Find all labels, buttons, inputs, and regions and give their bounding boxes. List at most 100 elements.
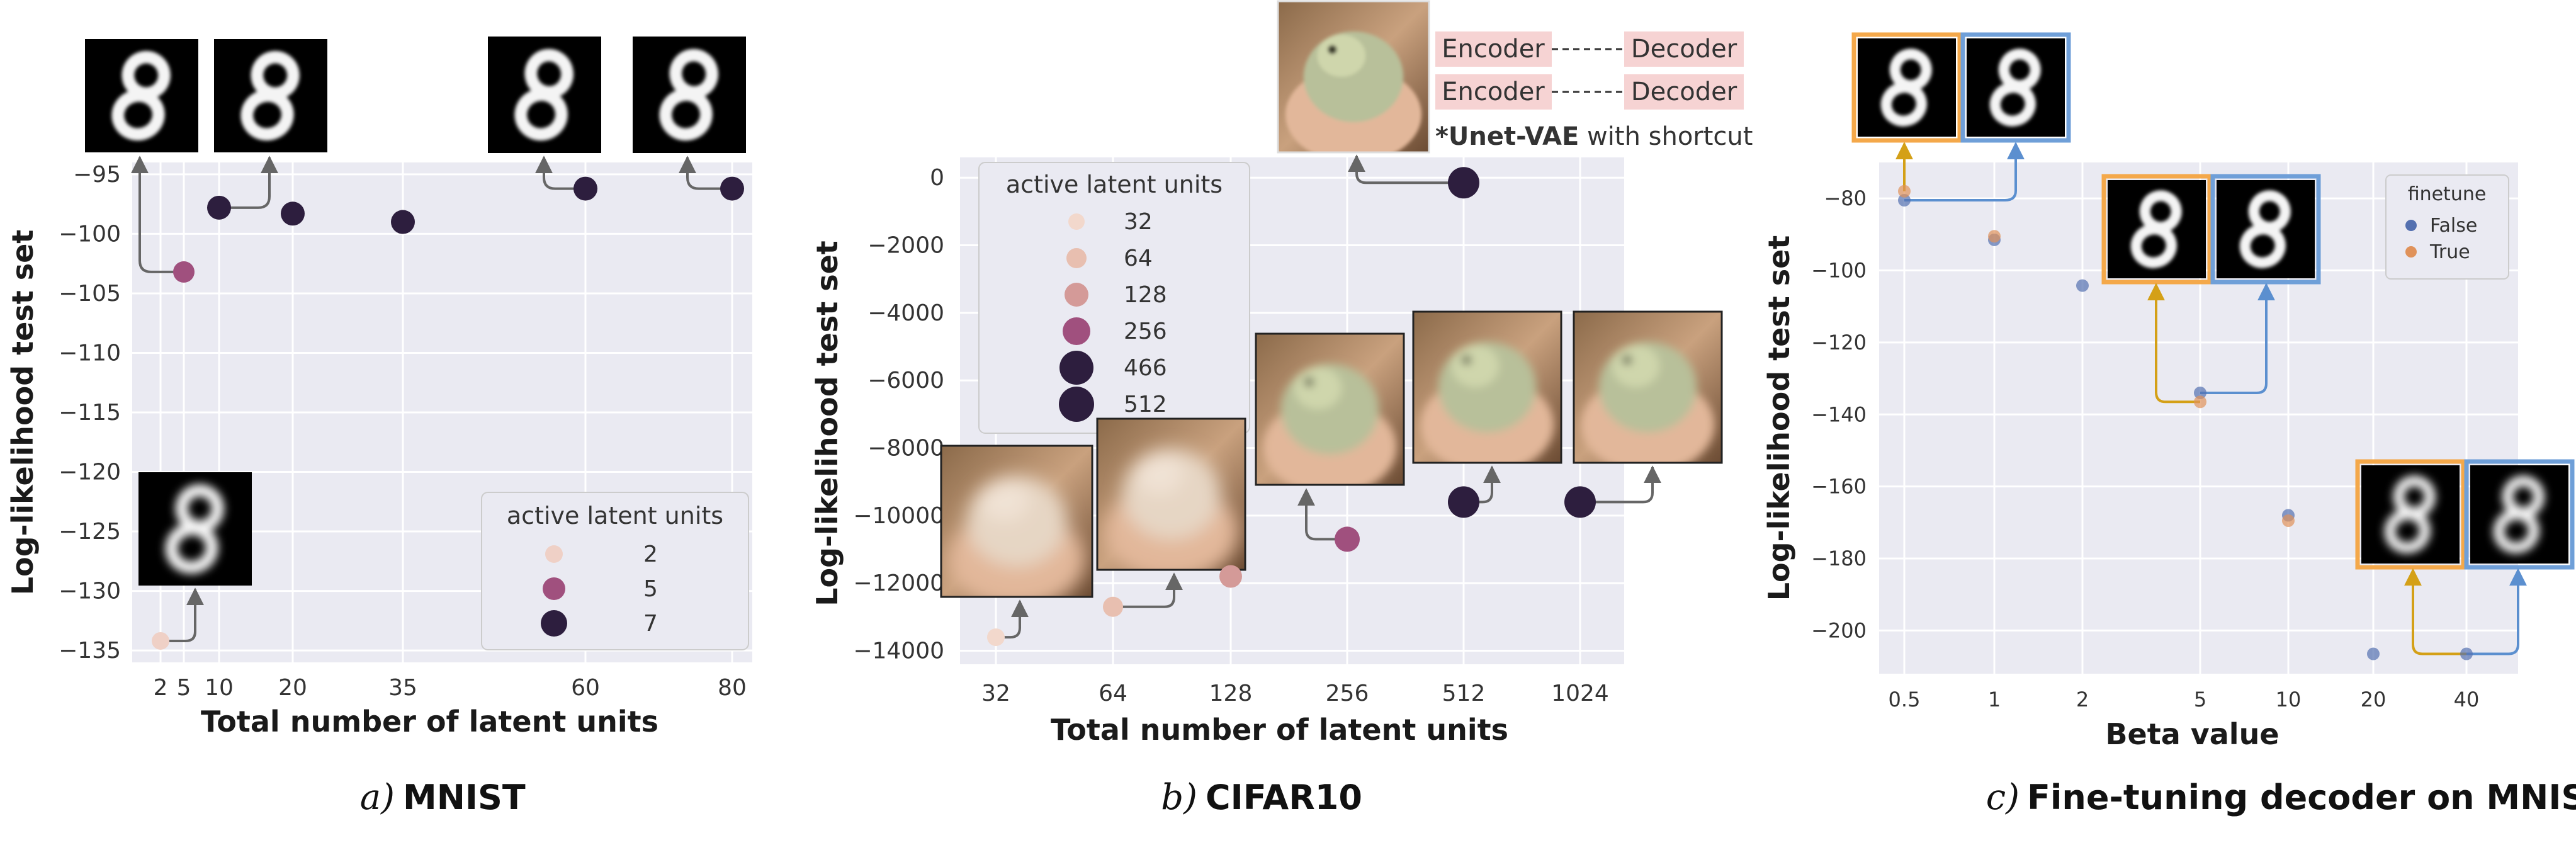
digit-eight-lower-loop	[2493, 509, 2539, 553]
x-tick-label: 32	[981, 681, 1010, 706]
y-tick-label: −120	[1811, 331, 1867, 354]
frog-image	[1256, 334, 1404, 485]
frog-head	[1294, 366, 1342, 410]
digit-thumbnail-4	[633, 37, 746, 153]
y-tick-label: −115	[59, 400, 121, 426]
digit-eight-strokes	[165, 484, 224, 574]
frog-head	[1612, 344, 1660, 388]
data-point-cifar	[1448, 486, 1479, 518]
digit-eight-strokes	[2493, 475, 2545, 553]
y-tick-label: −100	[1811, 259, 1867, 283]
thumb-frame	[2464, 459, 2575, 570]
x-axis-label: Total number of latent units	[201, 705, 658, 739]
legend-marker	[1068, 213, 1085, 230]
arrow-b-3	[1297, 488, 1347, 541]
data-point-cifar	[1448, 167, 1479, 199]
digit-eight-strokes	[2384, 475, 2436, 553]
legend-entry: True	[2429, 241, 2470, 263]
caption-letter: a)	[360, 777, 395, 818]
digit-eight-strokes	[2130, 190, 2182, 268]
digit-eight-lower-loop	[514, 88, 568, 141]
legend-marker	[1066, 248, 1087, 268]
y-tick-label: −6000	[867, 368, 944, 394]
x-tick-label: 20	[2361, 688, 2387, 711]
thumb-frame	[1851, 32, 1962, 143]
y-tick-label: −200	[1811, 618, 1867, 642]
digit-eight-strokes	[111, 50, 171, 141]
digit-eight-lower-loop	[2239, 224, 2286, 268]
legend-title: finetune	[2408, 183, 2487, 205]
frog-body-group	[1104, 449, 1238, 570]
y-tick-label: −10000	[853, 503, 944, 529]
legend-entry: 5	[643, 576, 658, 602]
frog-frame	[1096, 417, 1246, 571]
encoder-label: Encoder	[1442, 35, 1545, 64]
decoder-box	[1624, 74, 1744, 110]
data-point-mnist	[391, 210, 415, 234]
digit-eight-lower-loop	[240, 89, 294, 141]
thumb-c-5	[2361, 465, 2460, 564]
legend-entry: 2	[643, 541, 658, 567]
legend-marker	[1059, 387, 1094, 422]
x-axis-label: Beta value	[2105, 717, 2279, 751]
arrow-c-3	[2147, 283, 2200, 404]
y-tick-label: −14000	[853, 638, 944, 664]
decoder-label: Decoder	[1631, 35, 1737, 64]
data-point-mnist	[720, 176, 744, 201]
unet-note-bold: *Unet-VAE	[1435, 122, 1579, 151]
y-tick-label: 0	[930, 165, 944, 191]
y-tick-label: −130	[59, 579, 121, 604]
x-tick-label: 128	[1209, 681, 1253, 706]
legend-box	[978, 162, 1250, 434]
data-point-false	[2460, 647, 2473, 660]
x-tick-label: 256	[1326, 681, 1369, 706]
legend-marker	[2405, 246, 2417, 258]
arrow-a-5	[161, 587, 204, 642]
digit-eight-lower-loop	[2384, 509, 2431, 553]
data-point-cifar	[1103, 596, 1123, 617]
legend-marker	[2405, 220, 2417, 231]
frog-image	[1278, 1, 1429, 152]
digit-eight-strokes	[1989, 48, 2041, 127]
caption-name: Fine-tuning decoder on MNIST	[2027, 778, 2576, 817]
panel-cifar10: 0 −2000 −4000 −6000 −8000 −10000 −12000 −14000 3…	[810, 0, 1753, 818]
data-point-true	[2282, 514, 2295, 527]
y-tick-label: −160	[1811, 475, 1867, 499]
frog-frame	[1255, 332, 1405, 486]
frog-body-group	[949, 476, 1085, 597]
frog-head	[1136, 451, 1183, 495]
x-tick-label: 512	[1442, 681, 1486, 706]
data-point-mnist	[152, 632, 169, 650]
y-tick-label: −12000	[853, 570, 944, 596]
legend-marker	[541, 610, 567, 637]
x-tick-label: 2	[154, 675, 168, 701]
caption-letter: c)	[1986, 777, 2020, 818]
legend-entry: 128	[1124, 282, 1167, 308]
legend-title: active latent units	[1006, 171, 1223, 198]
data-point-cifar	[1219, 565, 1242, 588]
thumb-frame	[2101, 174, 2212, 285]
thumb-c-3	[2108, 180, 2206, 278]
frog-thumbnail-1	[940, 445, 1093, 598]
legend-box	[481, 492, 749, 650]
legend-marker	[1059, 351, 1093, 385]
y-tick-label: −125	[59, 519, 121, 545]
frog-frame	[1277, 0, 1430, 154]
y-axis-label: Log-likelihood test set	[1762, 235, 1796, 601]
data-point-mnist	[173, 261, 195, 283]
arrow-b-2	[1113, 572, 1183, 608]
thumb-c-2	[1967, 38, 2065, 137]
x-tick-label: 60	[571, 675, 600, 701]
x-tick-label: 0.5	[1889, 688, 1921, 711]
x-tick-label: 5	[2194, 688, 2206, 711]
y-tick-label: −140	[1811, 402, 1867, 426]
x-tick-label: 35	[388, 675, 417, 701]
frog-thumbnail-top	[1277, 0, 1430, 154]
digit-thumbnail-2	[214, 39, 327, 152]
legend-marker	[543, 577, 565, 600]
y-tick-label: −120	[59, 460, 121, 485]
x-tick-label: 64	[1099, 681, 1127, 706]
legend-entry: 512	[1124, 392, 1167, 417]
digit-eight-lower-loop	[111, 89, 165, 141]
